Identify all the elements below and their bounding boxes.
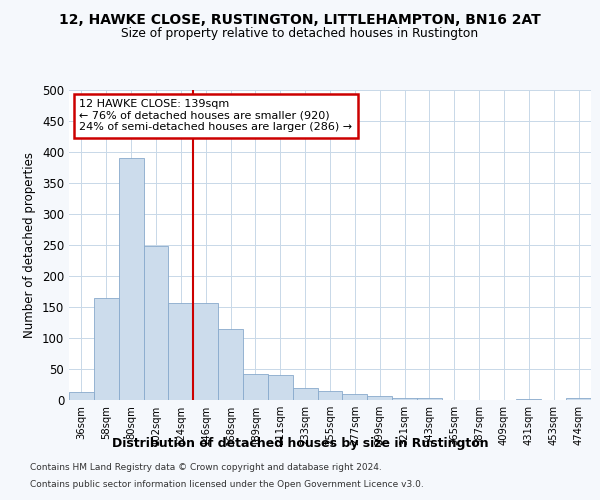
Bar <box>243 374 268 400</box>
Bar <box>143 246 169 400</box>
Text: Contains HM Land Registry data © Crown copyright and database right 2024.: Contains HM Land Registry data © Crown c… <box>30 464 382 472</box>
Bar <box>293 388 317 400</box>
Bar <box>218 328 243 400</box>
Text: 12 HAWKE CLOSE: 139sqm
← 76% of detached houses are smaller (920)
24% of semi-de: 12 HAWKE CLOSE: 139sqm ← 76% of detached… <box>79 100 353 132</box>
Bar <box>317 392 343 400</box>
Bar <box>343 394 367 400</box>
Text: Distribution of detached houses by size in Rustington: Distribution of detached houses by size … <box>112 438 488 450</box>
Y-axis label: Number of detached properties: Number of detached properties <box>23 152 37 338</box>
Text: Contains public sector information licensed under the Open Government Licence v3: Contains public sector information licen… <box>30 480 424 489</box>
Bar <box>566 398 591 400</box>
Text: 12, HAWKE CLOSE, RUSTINGTON, LITTLEHAMPTON, BN16 2AT: 12, HAWKE CLOSE, RUSTINGTON, LITTLEHAMPT… <box>59 12 541 26</box>
Bar <box>517 399 541 400</box>
Bar <box>367 396 392 400</box>
Bar <box>94 298 119 400</box>
Bar <box>193 302 218 400</box>
Bar <box>119 158 143 400</box>
Bar <box>268 375 293 400</box>
Bar <box>392 398 417 400</box>
Text: Size of property relative to detached houses in Rustington: Size of property relative to detached ho… <box>121 28 479 40</box>
Bar <box>417 398 442 400</box>
Bar <box>169 302 193 400</box>
Bar <box>69 392 94 400</box>
